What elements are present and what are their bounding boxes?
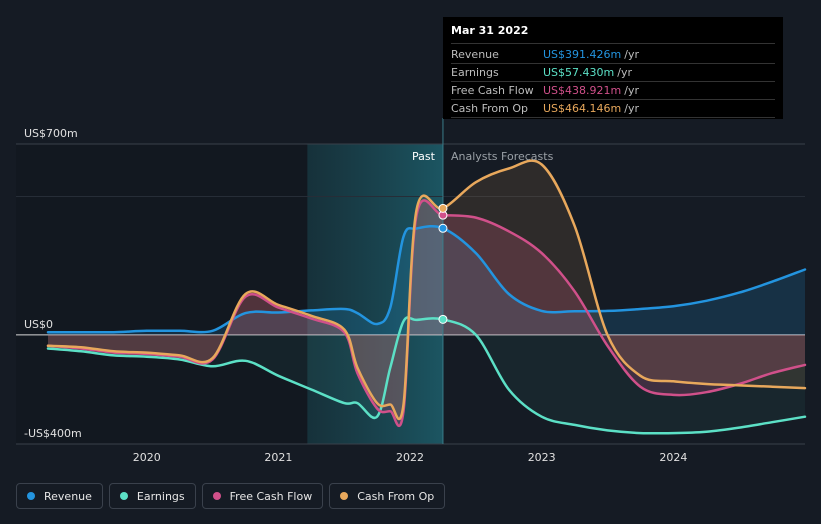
x-tick-label: 2024 xyxy=(659,451,687,464)
tooltip-unit: /yr xyxy=(624,48,639,61)
area-cash-from-op xyxy=(48,160,805,419)
legend-label: Earnings xyxy=(136,489,185,503)
legend-item-cash-from-op[interactable]: Cash From Op xyxy=(329,483,446,509)
x-tick-label: 2022 xyxy=(396,451,424,464)
tooltip-value: US$391.426m xyxy=(543,48,622,61)
legend-label: Free Cash Flow xyxy=(229,489,313,503)
recent-period-shade xyxy=(307,144,443,444)
tooltip-label: Earnings xyxy=(451,66,499,79)
tooltip-value: US$464.146m xyxy=(543,102,622,115)
x-tick-label: 2020 xyxy=(133,451,161,464)
tooltip-row-free-cash-flow: Free Cash Flow US$438.921m /yr xyxy=(451,82,775,100)
x-tick-label: 2021 xyxy=(264,451,292,464)
legend-dot-icon xyxy=(119,492,128,500)
tooltip-label: Revenue xyxy=(451,48,499,61)
legend-dot-icon xyxy=(212,492,221,500)
tooltip-label: Cash From Op xyxy=(451,102,529,115)
tooltip-row-revenue: Revenue US$391.426m /yr xyxy=(451,46,775,64)
tooltip-unit: /yr xyxy=(617,66,632,79)
tooltip-unit: /yr xyxy=(624,84,639,97)
forecast-label: Analysts Forecasts xyxy=(451,150,554,163)
point-earnings xyxy=(438,314,448,324)
legend-item-revenue[interactable]: Revenue xyxy=(16,483,103,509)
legend-label: Revenue xyxy=(44,489,92,503)
series-lines xyxy=(46,159,807,435)
tooltip-value: US$57.430m xyxy=(543,66,615,79)
y-tick-label: US$0 xyxy=(24,318,53,331)
tooltip-row-cash-from-op: Cash From Op US$464.146m /yr xyxy=(451,100,775,118)
legend-label: Cash From Op xyxy=(357,489,435,503)
series-areas xyxy=(48,160,805,434)
hover-points xyxy=(438,203,448,324)
legend-dot-icon xyxy=(27,492,35,500)
area-revenue xyxy=(48,226,805,335)
area-free-cash-flow xyxy=(48,200,805,426)
point-cash-from-op xyxy=(438,203,448,213)
legend-item-free-cash-flow[interactable]: Free Cash Flow xyxy=(201,483,324,509)
legend: Revenue Earnings Free Cash Flow Cash Fro… xyxy=(16,483,446,509)
tooltip-label: Free Cash Flow xyxy=(451,84,534,97)
past-label: Past xyxy=(412,150,436,163)
line-cash-from-op xyxy=(46,159,807,421)
tooltip-row-earnings: Earnings US$57.430m /yr xyxy=(451,64,775,82)
x-tick-label: 2023 xyxy=(528,451,556,464)
legend-dot-icon xyxy=(340,492,349,500)
y-tick-label: -US$400m xyxy=(24,427,82,440)
y-tick-label: US$700m xyxy=(24,127,78,140)
tooltip-value: US$438.921m xyxy=(543,84,622,97)
area-earnings xyxy=(48,317,805,434)
legend-item-earnings[interactable]: Earnings xyxy=(108,483,196,509)
tooltip: Mar 31 2022 Revenue US$391.426m /yr Earn… xyxy=(443,17,783,119)
x-axis-labels: 2020 2021 2022 2023 2024 xyxy=(133,451,688,464)
point-revenue xyxy=(438,223,448,233)
tooltip-date: Mar 31 2022 xyxy=(451,23,775,44)
line-earnings xyxy=(46,316,807,435)
line-revenue xyxy=(46,224,807,334)
grid-lines xyxy=(16,143,805,445)
y-axis-labels: US$700m US$0 -US$400m xyxy=(24,127,82,440)
tooltip-unit: /yr xyxy=(624,102,639,115)
